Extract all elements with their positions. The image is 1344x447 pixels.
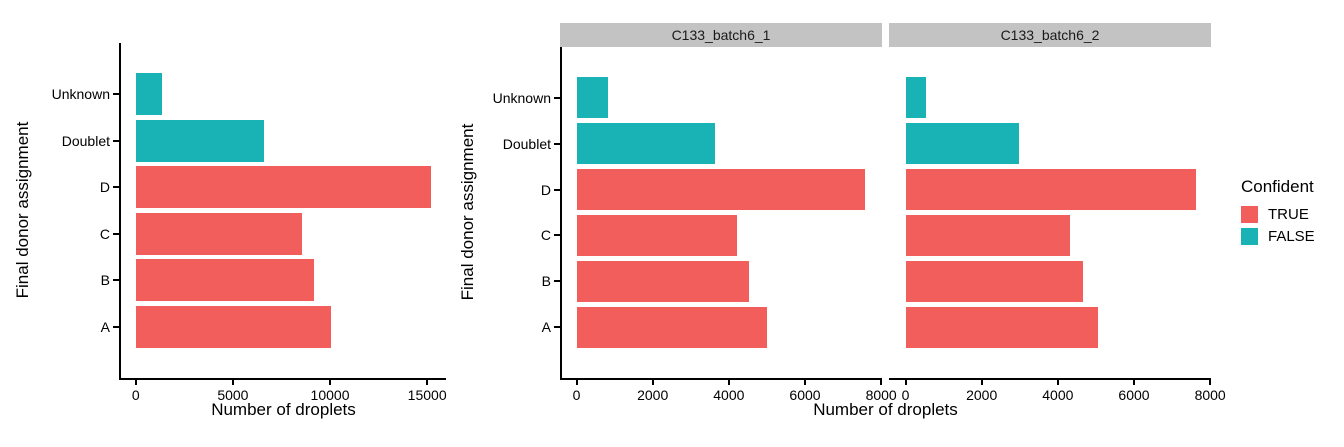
- x-tick: [1056, 380, 1059, 385]
- x-tick: [231, 380, 234, 385]
- x-tick-label: 4000: [1042, 387, 1074, 403]
- y-category-label: Doublet: [61, 132, 110, 149]
- x-tick: [804, 380, 806, 385]
- x-tick-label: 6000: [789, 387, 821, 403]
- y-tick: [554, 96, 560, 99]
- x-axis-title-left: Number of droplets: [211, 400, 356, 419]
- x-tick: [1133, 380, 1135, 385]
- x-tick-label: 5000: [217, 387, 249, 403]
- y-tick: [554, 280, 560, 283]
- y-tick: [554, 326, 560, 329]
- y-category-label: Unknown: [51, 86, 110, 103]
- x-tick: [426, 380, 429, 385]
- y-tick: [554, 234, 560, 237]
- x-tick-label: 0: [901, 387, 910, 403]
- bar-doublet-panel2: [905, 122, 1019, 165]
- x-tick-label: 8000: [1194, 387, 1226, 403]
- bar-doublet-panel0: [135, 119, 264, 162]
- y-category-label: Unknown: [492, 89, 551, 106]
- bar-a-panel1: [576, 306, 768, 349]
- x-tick-label: 2000: [637, 387, 669, 403]
- y-category-label: C: [99, 225, 110, 242]
- legend-title: Confident: [1241, 177, 1314, 196]
- y-category-label: B: [541, 273, 551, 290]
- x-tick-label: 0: [572, 387, 581, 403]
- x-tick: [1209, 380, 1212, 385]
- bar-a-panel0: [135, 305, 332, 348]
- y-tick: [113, 139, 119, 142]
- x-tick-label: 8000: [865, 387, 897, 403]
- y-category-label: Doublet: [502, 135, 551, 152]
- y-axis-line: [119, 43, 121, 380]
- bar-d-panel2: [905, 168, 1197, 211]
- x-tick-label: 15000: [407, 387, 447, 403]
- x-tick-label: 4000: [713, 387, 745, 403]
- bar-a-panel2: [905, 306, 1099, 349]
- facet-strip-c133-batch6-1: C133_batch6_1: [560, 23, 882, 47]
- y-tick: [554, 188, 560, 191]
- y-axis-line: [560, 47, 562, 380]
- bar-b-panel1: [576, 260, 750, 303]
- legend-swatch-true: [1241, 206, 1258, 223]
- x-tick: [575, 380, 578, 385]
- x-tick: [134, 380, 137, 385]
- x-tick: [880, 380, 883, 385]
- bar-c-panel1: [576, 214, 738, 257]
- y-tick: [113, 186, 119, 189]
- x-tick-label: 10000: [310, 387, 350, 403]
- y-category-label: B: [100, 272, 110, 289]
- x-tick-label: 6000: [1118, 387, 1150, 403]
- legend-item-false: FALSE: [1241, 228, 1315, 245]
- y-tick: [113, 232, 119, 235]
- y-tick: [113, 325, 119, 328]
- y-tick: [554, 142, 560, 145]
- x-axis-line: [119, 378, 446, 380]
- legend: Confident TRUE FALSE: [1241, 177, 1315, 250]
- bar-c-panel2: [905, 214, 1071, 257]
- x-tick-label: 0: [131, 387, 140, 403]
- y-category-label: D: [99, 179, 110, 196]
- x-tick: [980, 380, 983, 385]
- x-axis-line: [889, 378, 1211, 380]
- bar-unknown-panel0: [135, 73, 163, 116]
- facet-strip-label: C133_batch6_1: [671, 27, 771, 43]
- x-tick: [651, 380, 654, 385]
- bar-doublet-panel1: [576, 122, 715, 165]
- bar-d-panel1: [576, 168, 865, 211]
- x-tick: [904, 380, 907, 385]
- x-tick-label: 2000: [966, 387, 998, 403]
- bar-unknown-panel1: [576, 76, 609, 119]
- y-category-label: A: [100, 318, 110, 335]
- facet-strip-c133-batch6-2: C133_batch6_2: [889, 23, 1211, 47]
- x-axis-line: [560, 378, 882, 380]
- bar-b-panel2: [905, 260, 1083, 303]
- x-tick: [727, 380, 730, 385]
- bar-unknown-panel2: [905, 76, 927, 119]
- facet-strip-label: C133_batch6_2: [1000, 27, 1100, 43]
- x-axis-title-right: Number of droplets: [813, 400, 958, 419]
- y-tick: [113, 279, 119, 282]
- y-category-label: C: [540, 227, 551, 244]
- bar-c-panel0: [135, 212, 302, 255]
- bar-d-panel0: [135, 166, 432, 209]
- legend-item-true: TRUE: [1241, 206, 1315, 223]
- legend-label-false: FALSE: [1268, 228, 1315, 245]
- x-tick: [329, 380, 332, 385]
- y-tick: [113, 93, 119, 96]
- bar-b-panel0: [135, 259, 315, 302]
- y-category-label: D: [540, 181, 551, 198]
- legend-swatch-false: [1241, 228, 1258, 245]
- y-category-label: A: [541, 319, 551, 336]
- legend-label-true: TRUE: [1268, 206, 1309, 223]
